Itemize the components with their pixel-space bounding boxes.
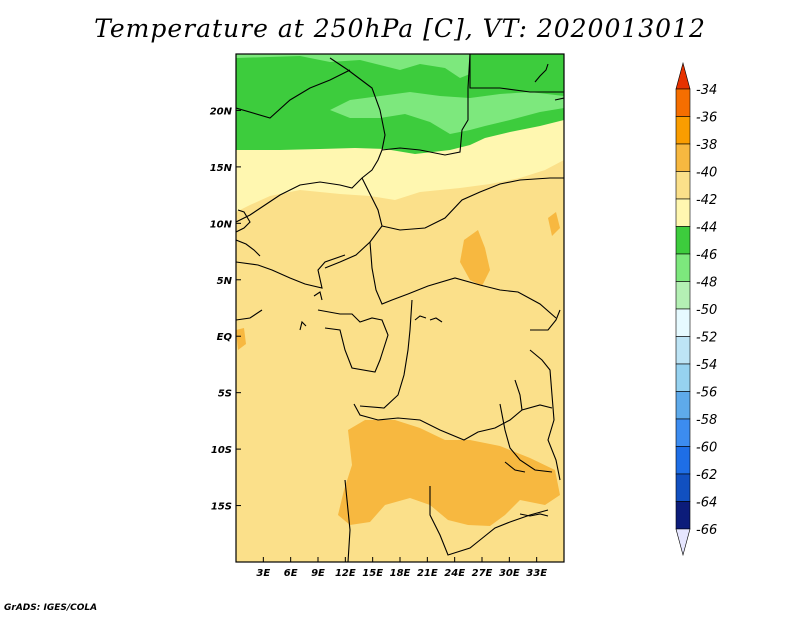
colorbar-label: -36 bbox=[696, 111, 717, 126]
colorbar-swatch bbox=[675, 308, 691, 337]
field-38-40-southwest bbox=[338, 420, 560, 526]
colorbar-label: -48 bbox=[696, 276, 717, 291]
lat-tick-label: 15S bbox=[211, 502, 232, 513]
lon-tick-label: 3E bbox=[256, 568, 270, 579]
colorbar-swatch bbox=[675, 253, 691, 282]
lon-tick-label: 27E bbox=[472, 568, 493, 579]
map-title: Temperature at 250hPa [C], VT: 202001301… bbox=[94, 14, 706, 43]
colorbar-label: -58 bbox=[696, 413, 717, 428]
colorbar-swatch bbox=[675, 336, 691, 365]
lon-tick-label: 6E bbox=[284, 568, 298, 579]
colorbar-label: -64 bbox=[696, 496, 717, 511]
grads-credit: GrADS: IGES/COLA bbox=[4, 603, 98, 613]
colorbar-swatch bbox=[675, 391, 691, 420]
colorbar-label: -60 bbox=[696, 441, 717, 456]
colorbar-swatch bbox=[675, 116, 691, 145]
colorbar-swatch bbox=[675, 198, 691, 227]
map-axes: 3E 6E 9E 12E 15E 18E 21E 24E 27E 30E 33E 20N 15N 10N 5… bbox=[210, 106, 548, 579]
lat-tick-label: EQ bbox=[217, 332, 233, 343]
colorbar-label: -56 bbox=[696, 386, 717, 401]
country-borders bbox=[236, 54, 564, 562]
lat-tick-label: 15N bbox=[210, 163, 233, 174]
colorbar-top-arrow bbox=[675, 61, 691, 90]
lon-tick-label: 21E bbox=[417, 568, 438, 579]
colorbar-label: -46 bbox=[696, 248, 717, 263]
colorbar-swatch bbox=[675, 363, 691, 392]
lon-tick-label: 18E bbox=[390, 568, 411, 579]
colorbar-swatch bbox=[675, 281, 691, 310]
lat-tick-label: 5N bbox=[217, 276, 233, 287]
colorbar-label: -62 bbox=[696, 468, 717, 483]
lat-tick-label: 10S bbox=[211, 445, 232, 456]
colorbar-swatch bbox=[675, 501, 691, 530]
colorbar-label: -38 bbox=[696, 138, 717, 153]
lon-tick-label: 30E bbox=[499, 568, 520, 579]
colorbar-label: -52 bbox=[696, 331, 717, 346]
field-38-40-west bbox=[236, 328, 246, 350]
lat-tick-label: 20N bbox=[210, 106, 233, 117]
colorbar-label: -44 bbox=[696, 221, 717, 236]
lon-tick-label: 12E bbox=[335, 568, 356, 579]
lon-tick-label: 24E bbox=[444, 568, 465, 579]
colorbar-swatch bbox=[675, 143, 691, 172]
colorbar-swatch bbox=[675, 473, 691, 502]
colorbar-swatch bbox=[675, 88, 691, 117]
colorbar-bottom-arrow bbox=[675, 528, 691, 557]
field-38-40-central bbox=[460, 230, 490, 286]
colorbar-label: -54 bbox=[696, 358, 717, 373]
colorbar-swatch bbox=[675, 446, 691, 475]
lon-tick-label: 33E bbox=[526, 568, 547, 579]
field-38-40-east bbox=[548, 212, 560, 236]
lat-tick-label: 10N bbox=[210, 219, 233, 230]
colorbar-label: -66 bbox=[696, 523, 717, 538]
colorbar-label: -50 bbox=[696, 303, 717, 318]
lon-tick-label: 15E bbox=[362, 568, 383, 579]
lon-tick-label: 9E bbox=[311, 568, 325, 579]
colorbar-swatch bbox=[675, 226, 691, 255]
lat-tick-label: 5S bbox=[218, 389, 232, 400]
colorbar-label: -42 bbox=[696, 193, 717, 208]
colorbar-legend: -34 -36 -38 -40 -42 -44 -46 -48 -50 -52 -54 -56 -58 -… bbox=[675, 61, 717, 557]
field-46-48-patch bbox=[236, 54, 470, 78]
field-46-48-patch-2 bbox=[330, 92, 564, 134]
colorbar-label: -40 bbox=[696, 166, 717, 181]
colorbar-swatch bbox=[675, 418, 691, 447]
colorbar-swatch bbox=[675, 171, 691, 200]
temperature-field bbox=[236, 54, 564, 562]
colorbar-label: -34 bbox=[696, 83, 717, 98]
